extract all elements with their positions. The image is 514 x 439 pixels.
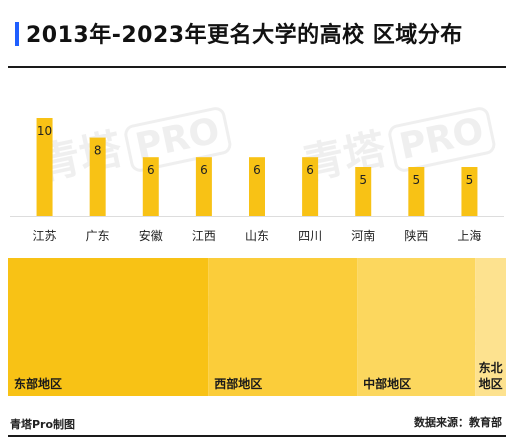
footer-credit: 青塔Pro制图 [10,418,76,431]
top-rule [8,66,506,68]
category-label: 陕西 [404,228,428,243]
region-label: 东部地区 [14,376,62,391]
region-block [475,258,506,396]
bar [195,157,212,216]
category-label: 江西 [192,229,216,243]
bar-value-label: 8 [94,144,102,158]
region-label: 中部地区 [363,376,411,391]
region-block [357,258,476,396]
bar-value-label: 5 [413,173,421,187]
category-label: 四川 [298,229,322,243]
bottom-rule [8,435,506,437]
footer-source: 数据来源：教育部 [414,416,502,429]
bar-value-label: 6 [306,163,314,177]
bar [355,167,372,216]
bar-value-label: 5 [466,173,474,187]
region-label: 地区 [479,376,503,391]
bar-value-label: 6 [253,163,261,177]
bar [142,157,159,216]
bar-value-label: 10 [37,124,52,138]
bar-chart: 10 江苏 8 广东 6 安徽 6 江西 6 山东 6 四川 5 河南 5 陕西 5 上海 [10,118,504,243]
bar [461,167,478,216]
bar-value-label: 5 [359,173,367,187]
bar-value-label: 6 [147,163,155,177]
title-accent-bar [15,22,19,46]
category-label: 江苏 [33,229,57,243]
category-label: 山东 [245,229,269,243]
chart-title: 2013年-2023年更名大学的高校 区域分布 [26,23,463,48]
category-label: 安徽 [139,228,163,243]
category-label: 河南 [351,228,375,243]
bar [408,167,425,216]
bar-value-label: 6 [200,163,208,177]
bar [249,157,265,216]
region-label: 东北 [479,360,503,375]
region-label: 西部地区 [214,376,262,391]
bar [302,157,319,216]
bar [89,137,106,216]
bar [36,118,53,216]
region-block [8,258,209,396]
category-label: 广东 [86,229,110,243]
category-label: 上海 [457,228,481,243]
region-block [208,258,358,396]
